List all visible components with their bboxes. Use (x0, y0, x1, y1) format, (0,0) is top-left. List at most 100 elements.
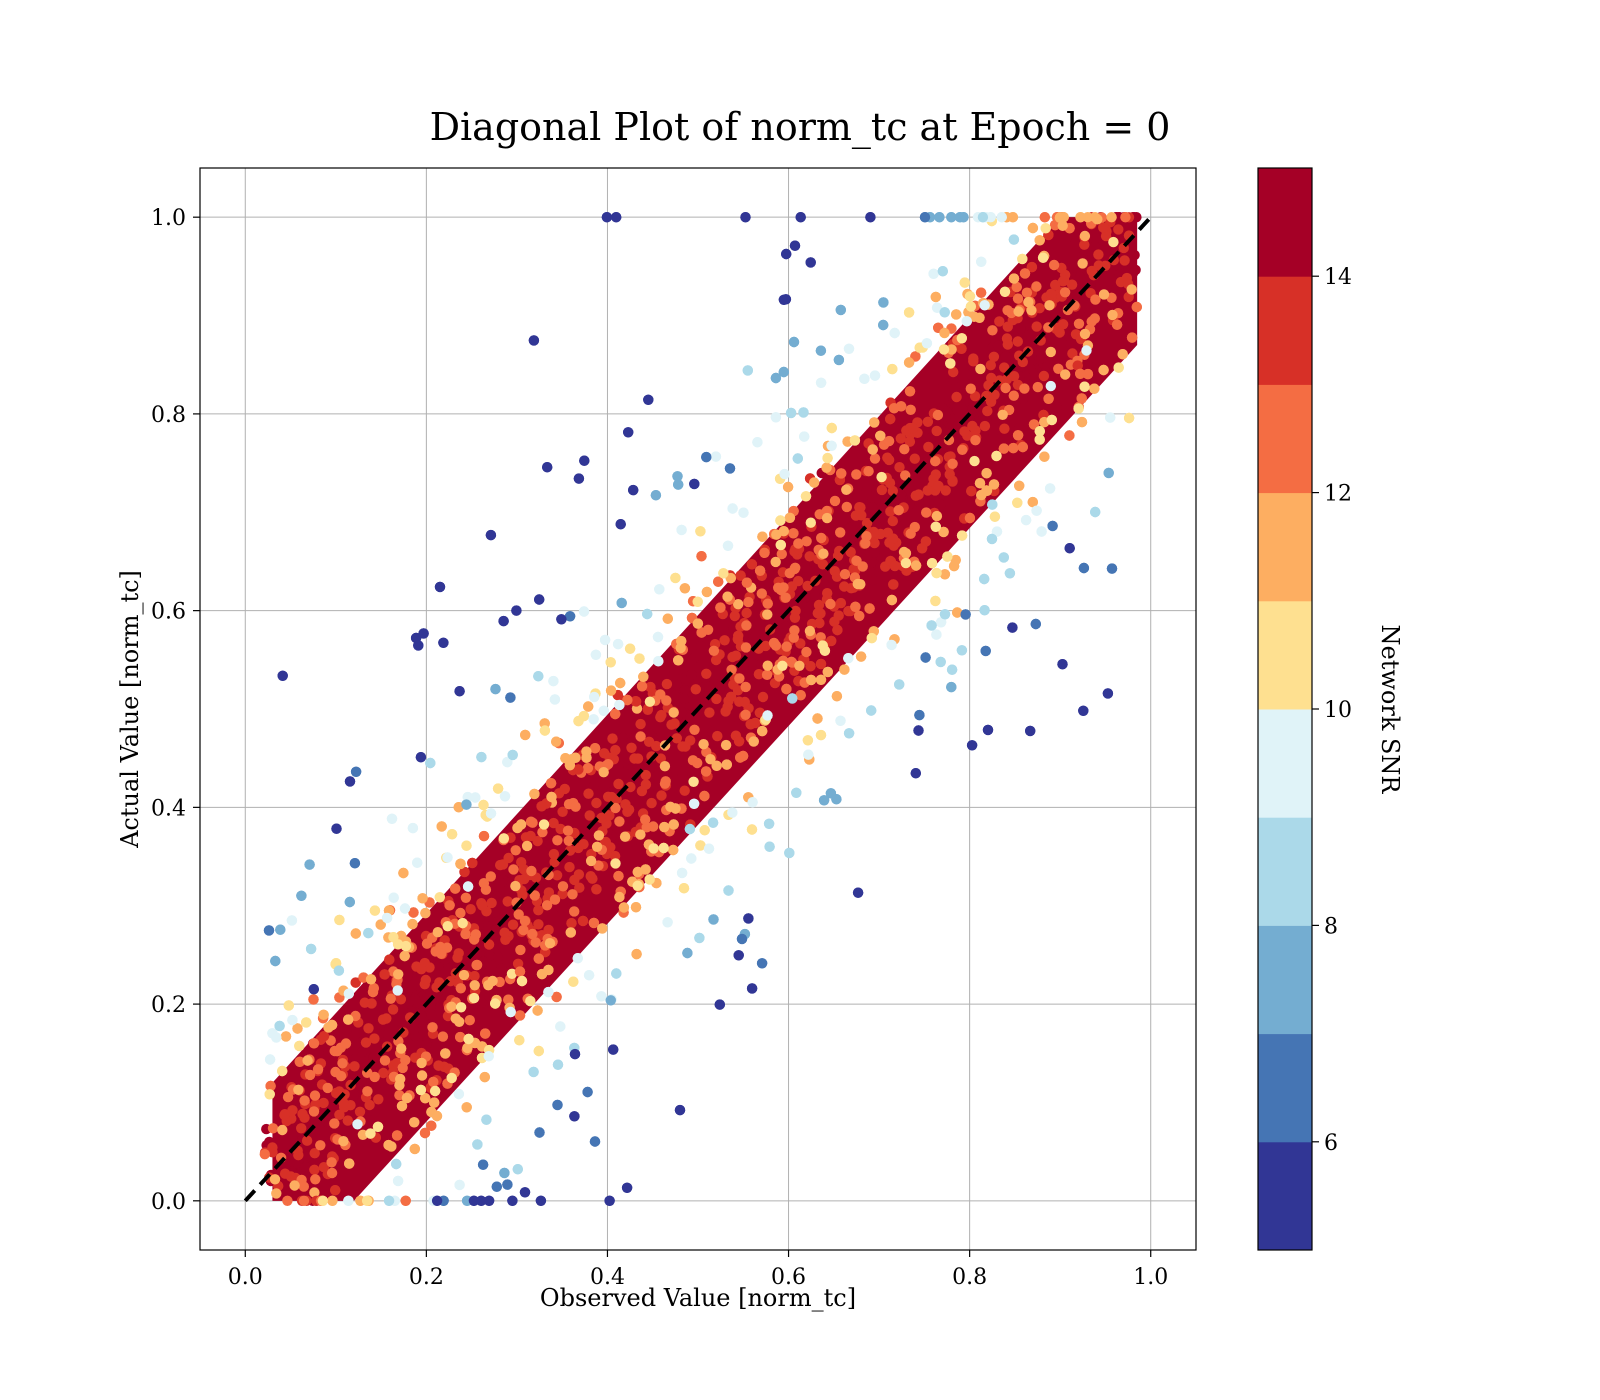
scatter-point (678, 883, 690, 894)
scatter-point (720, 739, 732, 751)
scatter-point (722, 591, 733, 602)
scatter-point (568, 976, 579, 987)
scatter-point (952, 607, 963, 618)
scatter-point (673, 655, 684, 666)
scatter-point (556, 614, 567, 625)
scatter-point (733, 950, 744, 961)
scatter-point (601, 212, 613, 223)
scatter-point (557, 881, 569, 892)
scatter-point (1000, 351, 1011, 362)
scatter-point (992, 340, 1004, 351)
scatter-point (956, 645, 968, 656)
scatter-point (308, 1106, 320, 1117)
scatter-point (938, 344, 950, 355)
scatter-point (1105, 412, 1116, 423)
scatter-point (379, 969, 390, 980)
scatter-point (520, 832, 532, 843)
scatter-point (678, 693, 689, 704)
scatter-point (1113, 224, 1124, 235)
scatter-point (1026, 305, 1037, 316)
scatter-point (740, 709, 751, 720)
scatter-point (719, 635, 730, 646)
scatter-point (1082, 368, 1094, 380)
scatter-point (1017, 441, 1028, 453)
scatter-point (756, 620, 767, 631)
scatter-point (826, 440, 837, 451)
scatter-point (1055, 212, 1066, 223)
scatter-point (1015, 323, 1026, 334)
scatter-point (277, 1065, 288, 1077)
scatter-point (476, 751, 487, 763)
scatter-point (1075, 212, 1086, 223)
scatter-point (514, 1010, 526, 1021)
scatter-point (576, 860, 588, 871)
scatter-point (676, 706, 688, 718)
x-tick-label: 0.0 (228, 1265, 263, 1290)
scatter-point (520, 729, 531, 741)
scatter-point (310, 1174, 321, 1185)
scatter-point (583, 788, 594, 799)
scatter-point (596, 991, 607, 1002)
scatter-point (539, 725, 551, 736)
scatter-point (314, 1124, 326, 1135)
scatter-point (680, 741, 691, 752)
scatter-point (886, 639, 897, 651)
scatter-point (492, 951, 504, 963)
colorbar-tick-label: 12 (1324, 482, 1352, 507)
scatter-point (495, 877, 506, 889)
scatter-point (756, 958, 768, 969)
scatter-point (816, 532, 827, 544)
scatter-point (843, 728, 855, 739)
scatter-point (706, 715, 718, 726)
scatter-point (781, 683, 792, 695)
scatter-point (741, 607, 752, 619)
x-axis-label: Observed Value [norm_tc] (540, 1284, 856, 1312)
scatter-point (534, 1127, 545, 1138)
scatter-point (455, 907, 466, 919)
scatter-point (887, 485, 898, 497)
scatter-point (635, 731, 646, 742)
scatter-point (267, 1123, 279, 1134)
scatter-point (689, 724, 700, 735)
scatter-point (458, 969, 470, 981)
scatter-point (478, 799, 489, 811)
scatter-point (1072, 360, 1083, 371)
scatter-point (970, 435, 981, 446)
scatter-point (866, 705, 877, 716)
scatter-point (354, 1137, 365, 1149)
scatter-point (536, 968, 548, 980)
scatter-point (997, 409, 1008, 420)
scatter-point (869, 453, 881, 464)
scatter-point (486, 897, 497, 909)
scatter-point (528, 335, 540, 346)
scatter-point (986, 372, 997, 384)
scatter-point (804, 551, 815, 562)
scatter-point (1034, 353, 1045, 365)
colorbar-tick-label: 14 (1324, 265, 1352, 290)
scatter-point (1059, 275, 1070, 286)
scatter-point (640, 814, 651, 825)
scatter-point (564, 861, 575, 873)
scatter-point (789, 240, 801, 251)
scatter-point (948, 366, 959, 378)
scatter-point (679, 685, 691, 696)
scatter-point (790, 605, 801, 617)
scatter-point (935, 656, 946, 668)
scatter-point (1078, 562, 1090, 574)
scatter-point (743, 596, 754, 608)
scatter-point (946, 344, 957, 355)
scatter-point (682, 947, 693, 959)
scatter-point (485, 529, 497, 541)
scatter-point (506, 968, 518, 979)
scatter-point (507, 749, 518, 761)
scatter-point (426, 1120, 437, 1131)
scatter-point (878, 297, 889, 308)
scatter-point (514, 966, 526, 977)
scatter-point (835, 527, 846, 538)
scatter-point (975, 363, 986, 375)
scatter-point (301, 1135, 313, 1146)
scatter-point (746, 983, 758, 994)
scatter-point (986, 533, 998, 545)
scatter-point (290, 1158, 301, 1170)
y-tick-label: 1.0 (151, 206, 186, 231)
